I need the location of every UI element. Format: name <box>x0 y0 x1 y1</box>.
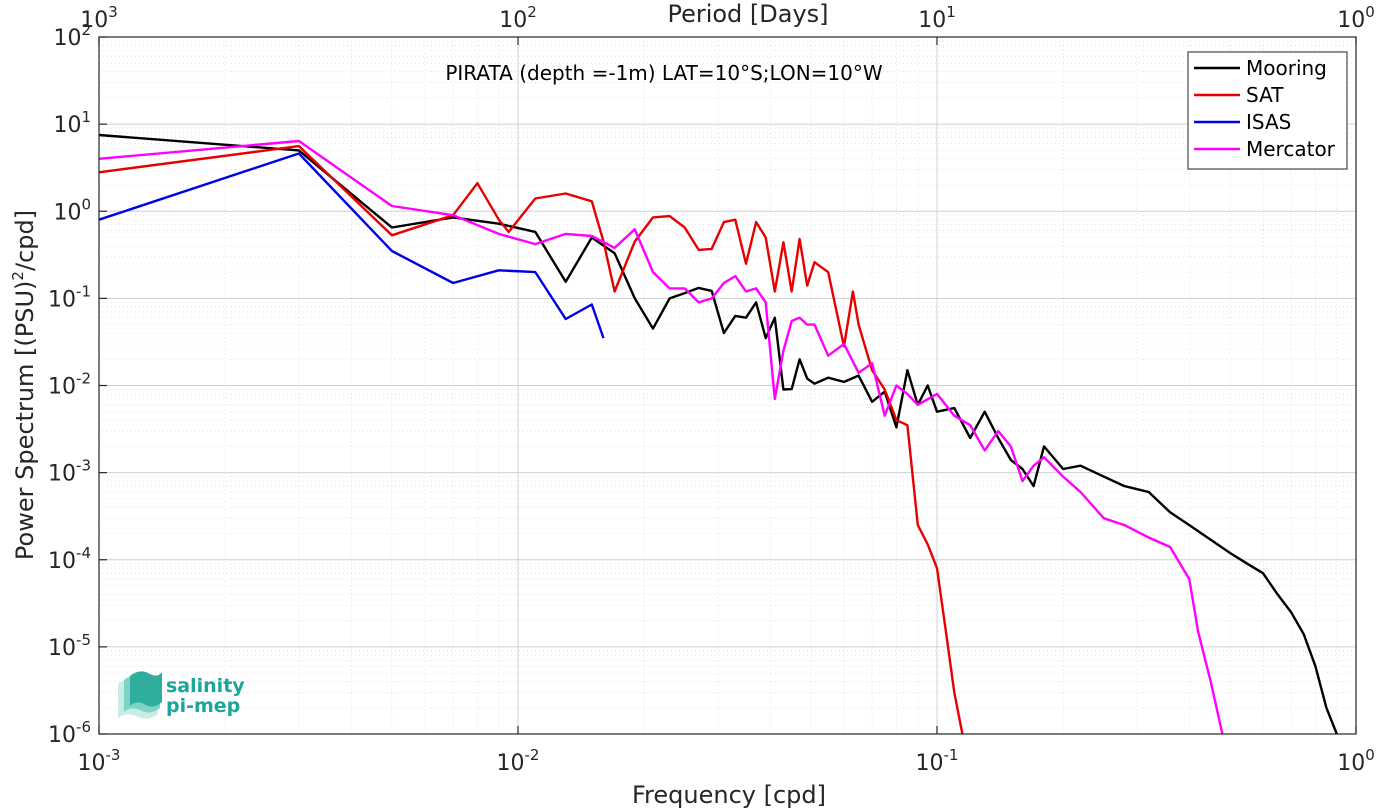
logo-text-line1: salinity <box>166 675 245 697</box>
period-tick-label: 102 <box>499 3 537 33</box>
legend: Mooring SAT ISAS Mercator <box>1187 51 1348 170</box>
y-tick-label: 101 <box>53 108 91 138</box>
y-tick-label: 10-1 <box>48 282 91 312</box>
series-line-mercator <box>98 139 1224 735</box>
grid <box>98 36 1357 735</box>
x-axis-label: Frequency [cpd] <box>632 781 826 809</box>
logo-waves-icon <box>118 671 162 719</box>
y-axis-label-main: Power Spectrum [(PSU) <box>11 281 39 560</box>
legend-label-mercator: Mercator <box>1246 137 1336 161</box>
x-tick-label: 10-1 <box>916 746 959 776</box>
series-line-isas <box>98 152 605 339</box>
y-tick-label: 10-6 <box>48 718 91 748</box>
x-tick-label: 100 <box>1337 746 1375 776</box>
y-axis-label-sup: 2 <box>9 271 27 281</box>
chart-title: PIRATA (depth =-1m) LAT=10°S;LON=10°W <box>445 61 883 85</box>
y-tick-label: 10-5 <box>48 631 91 661</box>
period-axis-label: Period [Days] <box>667 0 828 28</box>
legend-label-mooring: Mooring <box>1246 56 1327 80</box>
legend-items: Mooring SAT ISAS Mercator <box>1194 56 1336 161</box>
y-axis-label-tail: /cpd] <box>11 210 39 271</box>
ticks: 10-3 10-2 10-1 100 10-6 10-5 10-4 10-3 10-2 10-1 1… <box>48 3 1375 776</box>
series-layer <box>98 133 1338 735</box>
period-tick-label: 101 <box>918 3 956 33</box>
legend-label-isas: ISAS <box>1246 110 1291 134</box>
legend-label-sat: SAT <box>1246 83 1284 107</box>
y-axis-label: Power Spectrum [(PSU)2/cpd] <box>9 210 39 560</box>
series-line-sat <box>98 144 964 735</box>
period-tick-label: 100 <box>1337 3 1375 33</box>
logo-text-line2: pi-mep <box>166 695 240 717</box>
y-tick-label: 10-4 <box>48 544 91 574</box>
period-tick-label: 103 <box>80 3 118 33</box>
x-tick-label: 10-2 <box>497 746 540 776</box>
y-tick-label: 102 <box>53 21 91 51</box>
x-tick-label: 10-3 <box>78 746 121 776</box>
y-tick-label: 10-3 <box>48 457 91 487</box>
y-tick-label: 10-2 <box>48 370 91 400</box>
salinity-pi-mep-logo: salinity pi-mep <box>118 671 245 719</box>
y-tick-label: 100 <box>53 195 91 225</box>
